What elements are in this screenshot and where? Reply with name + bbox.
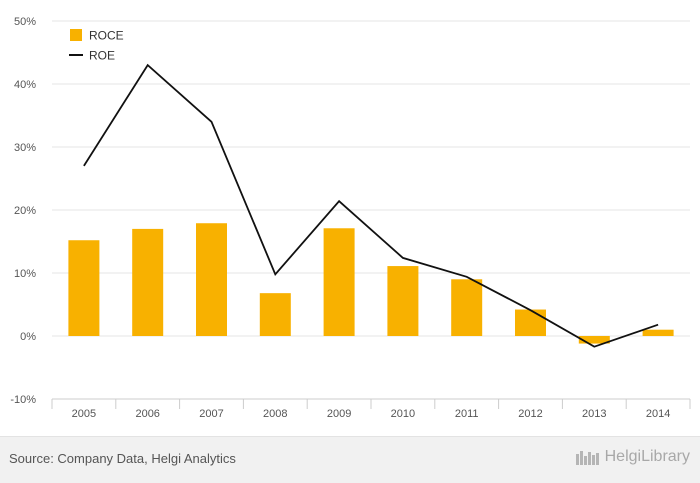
roce-bar	[451, 279, 483, 336]
x-tick-label: 2009	[327, 408, 351, 420]
roce-bar	[196, 223, 227, 336]
y-tick-label: 30%	[14, 142, 36, 154]
legend-label-roe: ROE	[89, 49, 115, 63]
brand-logo: HelgiLibrary	[575, 448, 690, 466]
roe-line	[83, 63, 659, 348]
library-icon	[575, 451, 599, 465]
y-axis-ticks: -10% 0% 10% 20% 30% 40% 50%	[10, 16, 36, 406]
x-tick-label: 2005	[72, 408, 96, 420]
x-axis: 2005 2006 2007 2008 2009 2010 2011 2012 2013 2014	[51, 398, 691, 420]
roce-bar	[387, 266, 419, 336]
legend-label-roce: ROCE	[89, 29, 124, 43]
y-tick-label: 20%	[14, 205, 36, 217]
x-tick-label: 2006	[135, 408, 159, 420]
x-tick-label: 2013	[582, 408, 606, 420]
legend: ROCE ROE	[69, 29, 124, 63]
x-tick-label: 2010	[391, 408, 415, 420]
x-tick-label: 2007	[199, 408, 223, 420]
roce-bar	[259, 293, 291, 336]
roce-bar	[132, 228, 164, 336]
y-tick-label: -10%	[10, 394, 36, 406]
footer: Source: Company Data, Helgi Analytics He…	[0, 436, 700, 483]
legend-swatch-roce	[70, 29, 82, 41]
x-tick-label: 2012	[518, 408, 542, 420]
y-tick-label: 50%	[14, 16, 36, 28]
chart: -10%0%10%20%30%40%50% 2005 2006 2007 2008 20…	[10, 16, 691, 420]
roe-line-layer	[83, 63, 659, 348]
y-tick-label: 40%	[14, 79, 36, 91]
brand-name: HelgiLibrary	[604, 448, 690, 465]
roce-bar	[68, 240, 100, 336]
roce-bars	[68, 223, 674, 344]
roce-bar	[578, 336, 610, 344]
roce-bar	[642, 329, 674, 336]
x-tick-label: 2011	[455, 408, 479, 420]
x-tick-label: 2008	[263, 408, 287, 420]
roce-bar	[515, 309, 546, 336]
y-tick-label: 0%	[20, 331, 36, 343]
source-note: Source: Company Data, Helgi Analytics	[9, 451, 236, 466]
y-tick-label: 10%	[14, 268, 36, 280]
roce-bar	[323, 228, 355, 336]
x-tick-label: 2014	[646, 408, 670, 420]
